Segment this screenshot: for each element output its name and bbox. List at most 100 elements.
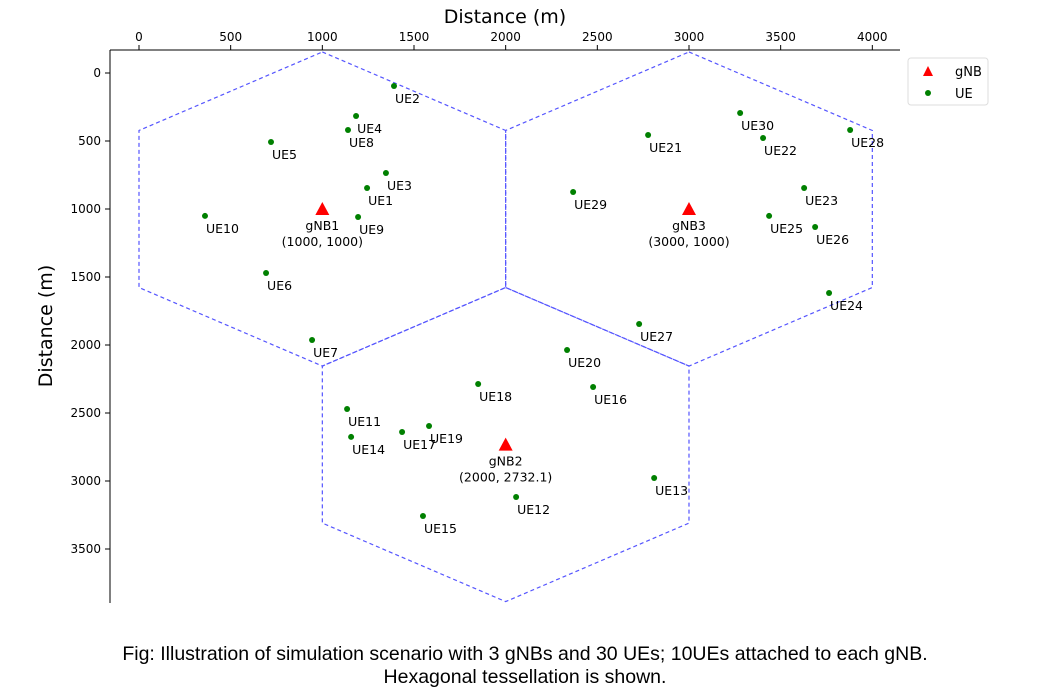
gnb-marker: [498, 437, 513, 451]
legend-gnb-marker: [923, 66, 933, 76]
ue-point: [382, 169, 389, 176]
gnb-marker: [315, 202, 330, 215]
ue-label: UE25: [770, 221, 803, 236]
y-tick-label: 3000: [70, 474, 101, 488]
x-tick-label: 1000: [307, 30, 338, 44]
ue-point: [355, 214, 362, 221]
legend-ue-label: UE: [955, 87, 973, 102]
axes: 0 500 1000 1500 2000 2500 3000 3500 4000 0 500 1000…: [70, 30, 900, 603]
y-tick-label: 1500: [70, 270, 101, 284]
gnb-label: gNB2: [489, 454, 523, 469]
ue-point: [590, 384, 597, 391]
gnb-label: gNB3: [672, 218, 706, 233]
ue-label: UE12: [517, 502, 550, 517]
ue-point: [812, 223, 819, 230]
ue-label: UE27: [640, 329, 673, 344]
ue-label: UE28: [851, 135, 884, 150]
x-tick-label: 3000: [674, 30, 705, 44]
ue-point: [826, 290, 833, 297]
x-tick-label: 2000: [490, 30, 521, 44]
marks-layer: UE1 UE2 UE3 UE4 UE5 UE6 UE7 UE8 UE9 UE10 UE11 UE12 U…: [201, 83, 884, 536]
ue-point: [475, 381, 482, 388]
ue-point: [760, 135, 767, 142]
x-tick-label: 2500: [582, 30, 613, 44]
ue-label: UE13: [655, 483, 688, 498]
ue-label: UE29: [574, 197, 607, 212]
gnb-coord-label: (3000, 1000): [648, 234, 729, 249]
ue-label: UE16: [594, 392, 627, 407]
y-axis-label: Distance (m): [35, 265, 57, 387]
gnb-coord-label: (2000, 2732.1): [459, 470, 552, 485]
ue-point: [766, 212, 773, 219]
ue-point: [399, 429, 406, 436]
x-tick-label: 3500: [765, 30, 796, 44]
figure-caption: Fig: Illustration of simulation scenario…: [0, 643, 1050, 689]
ue-point: [419, 512, 426, 519]
gnb-marker: [681, 202, 696, 215]
ue-label: UE20: [568, 355, 601, 370]
ue-label: UE6: [267, 278, 292, 293]
ue-point: [263, 270, 270, 277]
x-axis-label: Distance (m): [444, 6, 566, 28]
y-tick-label: 3500: [70, 542, 101, 556]
legend-gnb-label: gNB: [955, 65, 982, 80]
ue-point: [636, 321, 643, 328]
ue-label: UE18: [479, 389, 512, 404]
hexagon-cell: [505, 51, 873, 367]
ue-label: UE2: [395, 91, 420, 106]
y-tick-label: 1000: [70, 202, 101, 216]
hexagon-layer: [138, 51, 873, 603]
ue-label: UE14: [352, 442, 385, 457]
ue-label: UE19: [430, 431, 463, 446]
ue-point: [801, 185, 808, 192]
y-tick-label: 500: [78, 134, 101, 148]
ue-label: UE17: [403, 437, 436, 452]
ue-label: UE11: [348, 414, 381, 429]
ue-point: [364, 185, 371, 192]
ue-label: UE15: [424, 521, 457, 536]
ue-point: [353, 112, 360, 119]
ue-label: UE30: [741, 118, 774, 133]
y-tick-label: 2000: [70, 338, 101, 352]
gnb-coord-label: (1000, 1000): [282, 234, 363, 249]
y-tick-label: 2500: [70, 406, 101, 420]
ue-label: UE23: [805, 193, 838, 208]
ue-label: UE10: [206, 221, 239, 236]
ue-label: UE26: [816, 232, 849, 247]
ue-point: [847, 126, 854, 133]
ue-label: UE3: [387, 178, 412, 193]
ue-label: UE8: [349, 135, 374, 150]
ue-point: [309, 336, 316, 343]
ue-label: UE1: [368, 193, 393, 208]
ue-point: [651, 475, 658, 482]
ue-point: [426, 423, 433, 430]
ue-label: UE21: [649, 140, 682, 155]
ue-point: [391, 83, 398, 90]
ue-label: UE4: [357, 121, 382, 136]
ue-point: [344, 406, 351, 413]
ue-label: UE24: [830, 298, 863, 313]
legend: gNB UE: [907, 57, 989, 106]
ue-point: [513, 494, 520, 501]
ue-point: [570, 189, 577, 195]
x-tick-label: 4000: [857, 30, 888, 44]
gnb-label: gNB1: [305, 218, 339, 233]
ue-point: [267, 138, 274, 145]
x-tick-label: 1500: [399, 30, 430, 44]
scatter-chart: 0 500 1000 1500 2000 2500 3000 3500 4000 0 500 1000…: [35, 6, 989, 603]
x-tick-label: 500: [219, 30, 242, 44]
ue-label: UE7: [313, 345, 338, 360]
ue-label: UE5: [272, 147, 297, 162]
x-tick-label: 0: [135, 30, 143, 44]
ue-point: [348, 433, 355, 440]
ue-point: [344, 126, 351, 133]
caption-line-2: Hexagonal tessellation is shown.: [383, 666, 667, 688]
ue-point: [564, 347, 571, 354]
ue-point: [737, 109, 744, 116]
caption-line-1: Fig: Illustration of simulation scenario…: [122, 643, 928, 665]
ue-point: [201, 212, 208, 219]
legend-ue-marker: [925, 90, 931, 96]
ue-label: UE22: [764, 143, 797, 158]
ue-point: [645, 132, 652, 139]
y-tick-label: 0: [93, 66, 101, 80]
